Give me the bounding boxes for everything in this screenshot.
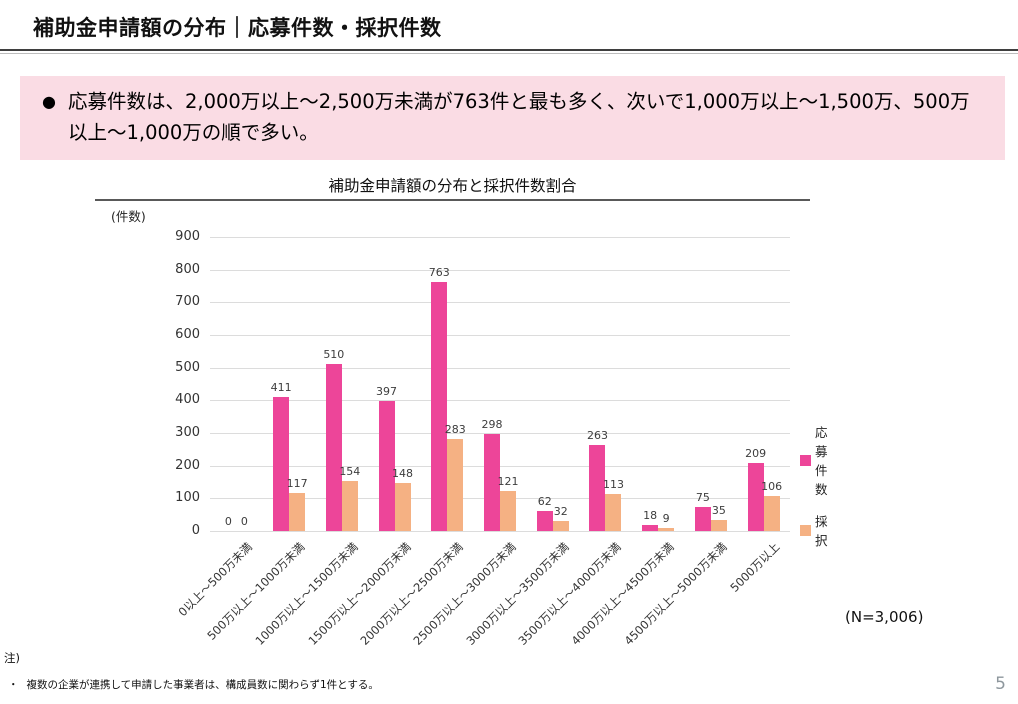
bar-applications — [378, 401, 395, 531]
bar-value-label: 397 — [376, 385, 398, 399]
bar-applications — [484, 433, 500, 531]
footnote-item: ・複数の企業が連携して申請した事業者は、構成員数に関わらず1件とする。 — [8, 677, 379, 692]
bar-applications — [694, 506, 711, 531]
bar-value-label: 32 — [553, 504, 568, 518]
x-axis-category-label: 500万以上～1000万未満 — [204, 539, 308, 643]
bar-value-label: 106 — [761, 480, 783, 494]
legend-swatch-icon — [800, 454, 811, 466]
footnote-text: 複数の企業が連携して申請した事業者は、構成員数に関わらず1件とする。 — [26, 679, 379, 691]
chart-title-rule — [95, 199, 810, 201]
y-axis-tick-label: 100 — [175, 490, 200, 506]
bar-applications — [273, 396, 290, 531]
bar-value-label: 763 — [428, 265, 450, 279]
chart: 補助金申請額の分布と採択件数割合 (件数) 0 0 411 117 510 154 397 1… — [95, 172, 828, 648]
x-axis-category-label: 2000万以上～2500万未満 — [357, 539, 466, 648]
y-axis-tick-label: 500 — [175, 359, 200, 375]
x-axis-category-label: 4500万以上～5000万未満 — [621, 539, 730, 648]
bar-value-label: 113 — [602, 478, 624, 492]
bar-value-label: 148 — [392, 466, 414, 480]
bar-value-label: 209 — [745, 446, 767, 460]
bar-value-label: 9 — [662, 512, 670, 526]
bar-value-label: 0 — [240, 515, 248, 528]
summary-box: ● 応募件数は、2,000万以上～2,500万未満が763件と最も多く、次いで1… — [20, 76, 1005, 160]
bar-applications — [642, 525, 659, 531]
gridline — [210, 302, 790, 304]
bar-applications — [536, 510, 553, 531]
legend-label: 応募件数 — [815, 425, 828, 497]
bar-adopted — [341, 480, 358, 531]
bar-adopted — [289, 492, 306, 531]
bar-adopted — [710, 519, 727, 531]
y-axis-tick-label: 900 — [175, 229, 200, 244]
gridline — [210, 400, 790, 402]
x-axis-category-label: 3000万以上～3500万未満 — [463, 539, 572, 648]
bar-adopted — [500, 491, 516, 531]
bar-value-label: 283 — [444, 422, 466, 436]
legend-item: 応募件数 — [800, 422, 828, 498]
y-axis-tick-label: 600 — [175, 327, 200, 342]
bar-value-label: 510 — [323, 348, 345, 362]
gridline — [210, 335, 790, 336]
plot-area: 0 0 411 117 510 154 397 148 763 283 298 121 62 32 263 1… — [210, 237, 790, 532]
y-axis-tick-label: 300 — [175, 425, 200, 440]
bar-value-label: 263 — [586, 429, 608, 443]
sample-size-label: (N=3,006) — [845, 608, 924, 626]
bar-adopted — [605, 494, 622, 531]
bar-adopted — [394, 482, 411, 531]
page-number: 5 — [995, 674, 1006, 694]
bar-value-label: 35 — [711, 503, 726, 517]
bar-value-label: 121 — [497, 475, 519, 489]
x-axis-category-label: 4000万以上～4500万未満 — [568, 539, 677, 648]
bar-value-label: 0 — [224, 515, 232, 528]
gridline — [210, 465, 790, 467]
x-axis-category-label: 1000万以上～1500万未満 — [252, 539, 361, 648]
bar-value-label: 18 — [643, 509, 658, 523]
bar-adopted — [447, 438, 464, 531]
bar-adopted — [763, 496, 780, 531]
footnote-bullet: ・ — [8, 679, 19, 691]
bar-value-label: 75 — [695, 490, 710, 504]
bar-applications — [747, 462, 764, 531]
gridline — [210, 367, 790, 369]
x-axis-category-label: 3500万以上～4000万未満 — [515, 539, 625, 648]
y-axis-tick-label: 700 — [175, 294, 200, 310]
y-axis-unit-label: (件数) — [111, 209, 146, 224]
x-axis-category-label: 5000万以上 — [727, 539, 783, 595]
bar-value-label: 154 — [339, 464, 361, 478]
gridline — [210, 269, 790, 271]
y-axis-tick-label: 200 — [175, 457, 200, 473]
y-axis-tick-label: 0 — [191, 523, 200, 538]
legend-item: 採択 — [800, 511, 828, 549]
chart-legend: 応募件数 採択 — [800, 422, 828, 562]
title-underline — [0, 49, 1018, 51]
bar-value-label: 411 — [270, 380, 292, 394]
gridline — [210, 237, 790, 238]
y-axis-tick-label: 400 — [175, 392, 200, 408]
bar-applications — [325, 364, 342, 531]
y-axis-tick-label: 800 — [175, 261, 200, 277]
bar-adopted — [658, 528, 675, 531]
title-underline-shadow — [0, 53, 1018, 54]
legend-swatch-icon — [800, 524, 811, 536]
bar-value-label: 298 — [481, 417, 503, 431]
bar-applications — [431, 281, 448, 531]
page-title: 補助金申請額の分布｜応募件数・採択件数 — [33, 16, 442, 40]
gridline — [210, 433, 790, 434]
x-axis-category-label: 1500万以上～2000万未満 — [304, 539, 414, 648]
legend-label: 採択 — [815, 514, 828, 548]
x-axis-category-label: 2500万以上～3000万未満 — [410, 539, 519, 648]
bar-value-label: 62 — [537, 494, 552, 508]
footnote-heading: 注) — [4, 651, 20, 665]
bar-adopted — [552, 520, 569, 531]
bullet-icon: ● — [42, 92, 56, 111]
chart-title: 補助金申請額の分布と採択件数割合 — [328, 177, 577, 195]
bar-value-label: 117 — [286, 476, 308, 490]
gridline — [210, 531, 790, 532]
summary-text: 応募件数は、2,000万以上～2,500万未満が763件と最も多く、次いで1,0… — [67, 90, 970, 144]
bar-applications — [589, 445, 606, 531]
